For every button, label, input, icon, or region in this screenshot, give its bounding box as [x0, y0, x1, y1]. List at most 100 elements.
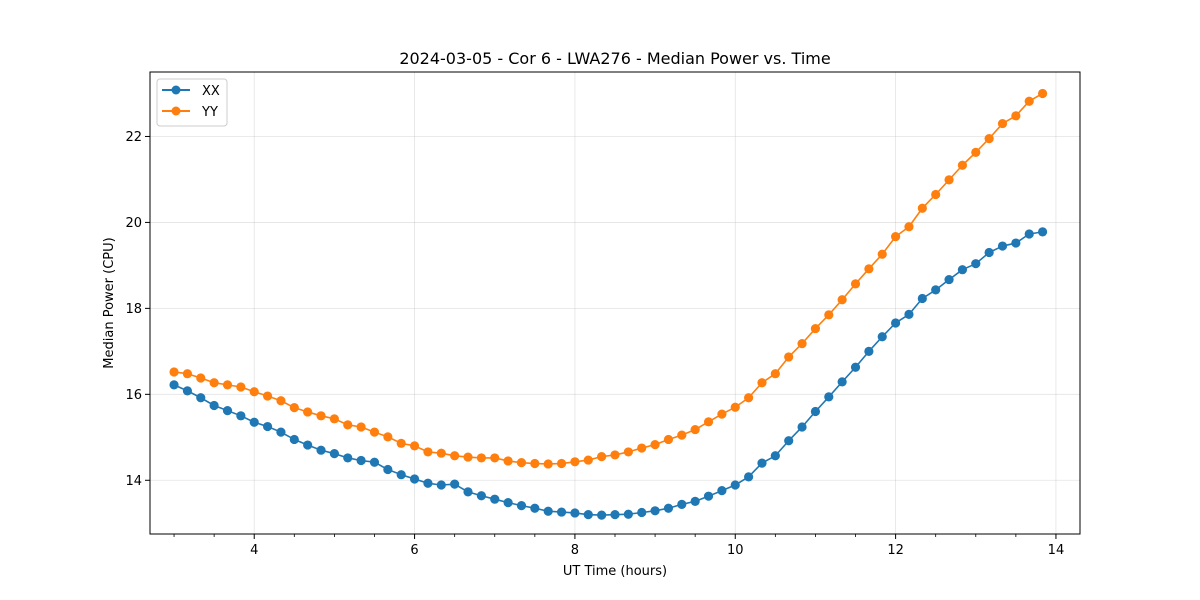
data-point-yy: [931, 189, 941, 200]
data-point-yy: [343, 420, 353, 430]
data-point-yy: [303, 407, 313, 417]
data-point-yy: [877, 249, 887, 259]
data-point-xx: [476, 491, 486, 501]
data-point-xx: [957, 265, 968, 275]
data-point-yy: [891, 232, 901, 242]
data-point-yy: [971, 147, 981, 157]
data-point-yy: [423, 447, 433, 457]
data-point-yy: [730, 402, 740, 412]
data-point-xx: [303, 440, 313, 450]
data-point-xx: [944, 274, 954, 285]
data-point-xx: [516, 501, 527, 511]
data-point-yy: [1024, 96, 1034, 106]
data-point-xx: [262, 421, 273, 432]
data-point-xx: [757, 458, 767, 468]
x-tick-label: 8: [571, 543, 579, 558]
data-point-yy: [757, 378, 767, 388]
data-point-xx: [997, 241, 1008, 251]
data-point-yy: [677, 430, 687, 440]
legend-label-xx: XX: [202, 84, 220, 99]
data-point-xx: [744, 472, 754, 482]
data-point-xx: [971, 259, 981, 269]
data-point-xx: [610, 510, 620, 520]
data-point-xx: [316, 445, 326, 455]
data-point-xx: [1037, 227, 1048, 237]
data-point-yy: [984, 134, 994, 144]
data-point-xx: [690, 496, 700, 506]
x-tick-label: 4: [250, 543, 258, 558]
data-point-yy: [476, 453, 486, 463]
data-point-yy: [610, 450, 620, 460]
data-point-xx: [436, 480, 446, 490]
data-point-yy: [396, 438, 406, 448]
data-point-xx: [450, 479, 460, 489]
data-point-yy: [543, 459, 553, 469]
data-point-xx: [276, 427, 286, 437]
data-point-xx: [623, 509, 633, 519]
data-point-yy: [196, 373, 206, 383]
data-point-xx: [931, 285, 941, 295]
data-point-yy: [236, 382, 246, 392]
data-point-yy: [1037, 88, 1048, 99]
data-point-xx: [663, 503, 674, 513]
data-point-yy: [222, 380, 233, 390]
data-point-xx: [850, 362, 861, 372]
chart-title: 2024-03-05 - Cor 6 - LWA276 - Median Pow…: [399, 49, 830, 68]
data-point-xx: [543, 506, 553, 516]
data-point-xx: [236, 411, 246, 421]
legend-marker-xx: [171, 85, 181, 95]
data-point-xx: [784, 436, 794, 446]
data-point-xx: [717, 485, 727, 496]
data-point-xx: [703, 491, 714, 501]
data-point-yy: [837, 295, 847, 305]
data-point-yy: [824, 310, 834, 320]
data-point-yy: [810, 323, 821, 334]
data-point-yy: [570, 457, 580, 467]
data-point-yy: [1011, 111, 1021, 121]
data-point-yy: [797, 339, 807, 349]
data-point-xx: [677, 499, 687, 509]
data-point-yy: [917, 203, 927, 213]
data-point-yy: [169, 367, 179, 377]
data-point-xx: [222, 406, 233, 416]
data-point-yy: [997, 118, 1008, 129]
y-tick-label: 20: [125, 216, 142, 231]
data-point-yy: [329, 414, 339, 424]
data-point-xx: [824, 392, 834, 402]
data-point-yy: [770, 369, 780, 379]
legend-marker-yy: [171, 106, 181, 116]
data-point-xx: [810, 406, 821, 417]
data-point-xx: [1011, 238, 1021, 248]
data-point-xx: [409, 474, 420, 484]
data-point-yy: [690, 424, 700, 435]
data-point-xx: [864, 346, 874, 356]
data-point-xx: [182, 386, 193, 396]
data-point-yy: [904, 222, 914, 232]
data-point-xx: [770, 451, 780, 461]
x-tick-label: 10: [727, 543, 744, 558]
data-point-yy: [436, 448, 446, 458]
data-point-yy: [944, 175, 954, 185]
y-axis-label: Median Power (CPU): [102, 237, 117, 368]
x-tick-label: 6: [410, 543, 418, 558]
data-point-yy: [503, 456, 513, 466]
data-point-yy: [249, 387, 259, 397]
data-point-yy: [463, 452, 473, 462]
data-point-yy: [663, 434, 674, 445]
y-tick-label: 22: [125, 130, 142, 145]
legend: XX YY: [156, 78, 228, 127]
data-point-xx: [530, 503, 540, 513]
data-point-xx: [570, 508, 580, 518]
data-point-yy: [209, 378, 219, 388]
data-point-yy: [650, 440, 660, 450]
data-point-xx: [329, 449, 339, 459]
data-point-yy: [637, 443, 647, 453]
data-point-xx: [169, 380, 179, 390]
data-point-xx: [837, 377, 847, 387]
data-point-yy: [490, 453, 500, 463]
data-point-yy: [623, 447, 633, 457]
data-point-yy: [957, 160, 968, 170]
data-point-xx: [984, 247, 994, 258]
data-point-xx: [583, 510, 593, 520]
